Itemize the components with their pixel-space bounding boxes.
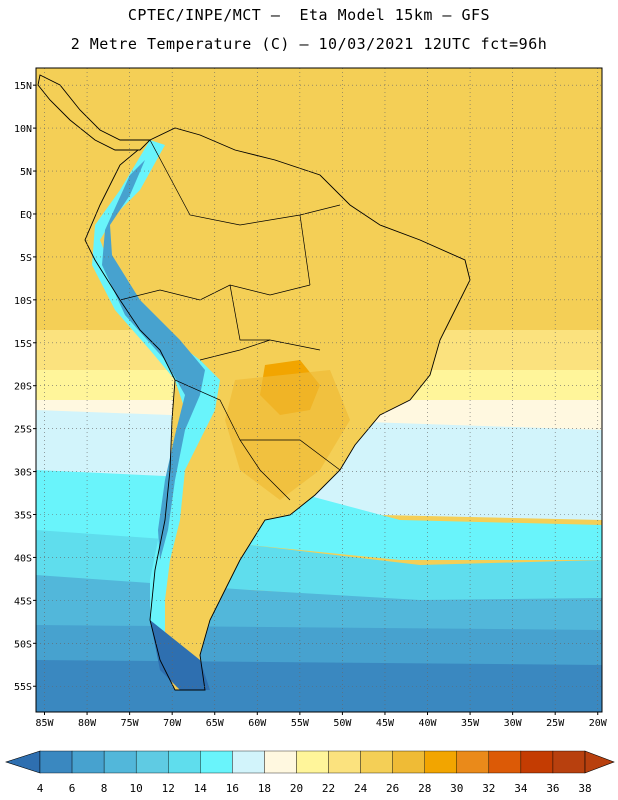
longitude-labels: 85W 80W 75W 70W 65W 60W 55W 50W 45W 40W 35W 30W 25W 2… — [35, 712, 608, 729]
lat-tick-label: 50S — [14, 639, 32, 650]
lon-tick-label: 50W — [333, 718, 352, 729]
colorbar-box — [135, 750, 169, 774]
central-america — [37, 74, 152, 151]
colorbar-box — [552, 750, 586, 774]
colorbar-label: 34 — [514, 782, 528, 795]
andes-colder-core — [102, 160, 205, 560]
gridlines — [36, 68, 602, 712]
lat-tick-label: 10N — [14, 124, 32, 135]
colorbar-box — [232, 750, 265, 774]
colorbar-label: 6 — [69, 782, 76, 795]
lat-tick-label: EQ — [20, 210, 32, 221]
lat-tick-label: 35S — [14, 511, 32, 522]
temperature-map: 15N 10N 5N EQ 5S 10S 15S 20S 25S 30S 35S 40S 45S 50S 5… — [14, 67, 608, 729]
lon-tick-label: 30W — [504, 718, 523, 729]
plot-frame — [35, 67, 603, 713]
lon-tick-label: 80W — [78, 718, 97, 729]
land-warm-zone — [225, 370, 350, 500]
lon-tick-label: 70W — [163, 718, 182, 729]
colorbar-high-arrow — [584, 750, 615, 774]
lat-tick-label: 55S — [14, 682, 32, 693]
colorbar: 4 6 8 10 12 14 16 18 20 22 24 26 28 30 32 34 36 38 — [5, 750, 615, 795]
lon-tick-label: 40W — [418, 718, 437, 729]
colorbar-box — [328, 750, 361, 774]
colorbar-box — [71, 750, 105, 774]
lat-tick-label: 30S — [14, 468, 32, 479]
colorbar-label: 30 — [450, 782, 463, 795]
colorbar-box — [520, 750, 554, 774]
colorbar-box — [488, 750, 522, 774]
coastline — [84, 127, 471, 691]
chart-subtitle: 2 Metre Temperature (C) – 10/03/2021 12U… — [70, 35, 548, 53]
colorbar-label: 4 — [37, 782, 44, 795]
lat-tick-label: 20S — [14, 382, 32, 393]
colorbar-box — [296, 750, 329, 774]
lat-tick-label: 5N — [20, 167, 32, 178]
lat-tick-label: 15N — [14, 81, 32, 92]
colorbar-label: 20 — [290, 782, 303, 795]
latitude-labels: 15N 10N 5N EQ 5S 10S 15S 20S 25S 30S 35S 40S 45S 50S 5… — [14, 81, 36, 693]
colorbar-label: 8 — [101, 782, 108, 795]
lon-tick-label: 85W — [35, 718, 54, 729]
lon-tick-label: 55W — [291, 718, 310, 729]
lon-tick-label: 25W — [546, 718, 565, 729]
colorbar-box — [103, 750, 137, 774]
lon-tick-label: 65W — [206, 718, 225, 729]
colorbar-box — [424, 750, 457, 774]
colorbar-box — [456, 750, 490, 774]
lat-tick-label: 25S — [14, 425, 32, 436]
colorbar-low-arrow — [5, 750, 41, 774]
lon-tick-label: 60W — [248, 718, 267, 729]
colorbar-box — [360, 750, 393, 774]
colorbar-box — [200, 750, 233, 774]
colorbar-label: 32 — [482, 782, 495, 795]
lon-tick-label: 45W — [376, 718, 395, 729]
colorbar-label: 36 — [546, 782, 559, 795]
colorbar-box — [168, 750, 201, 774]
lat-tick-label: 40S — [14, 553, 32, 564]
colorbar-label: 16 — [226, 782, 239, 795]
colorbar-box — [264, 750, 297, 774]
colorbar-label: 18 — [258, 782, 271, 795]
colorbar-label: 12 — [162, 782, 175, 795]
colorbar-label: 26 — [386, 782, 399, 795]
colorbar-label: 24 — [354, 782, 368, 795]
colorbar-box — [39, 750, 73, 774]
lat-tick-label: 15S — [14, 339, 32, 350]
colorbar-label: 10 — [130, 782, 143, 795]
lat-tick-label: 5S — [20, 253, 32, 264]
colorbar-label: 22 — [322, 782, 335, 795]
lat-tick-label: 45S — [14, 596, 32, 607]
lon-tick-label: 20W — [589, 718, 608, 729]
lon-tick-label: 35W — [461, 718, 480, 729]
lat-tick-label: 10S — [14, 296, 32, 307]
colorbar-label: 38 — [578, 782, 591, 795]
colorbar-label: 14 — [194, 782, 208, 795]
lon-tick-label: 75W — [121, 718, 140, 729]
chart-title: CPTEC/INPE/MCT – Eta Model 15km – GFS — [127, 6, 491, 24]
colorbar-label: 28 — [418, 782, 431, 795]
colorbar-box — [392, 750, 425, 774]
patagonia-tip — [150, 620, 210, 690]
